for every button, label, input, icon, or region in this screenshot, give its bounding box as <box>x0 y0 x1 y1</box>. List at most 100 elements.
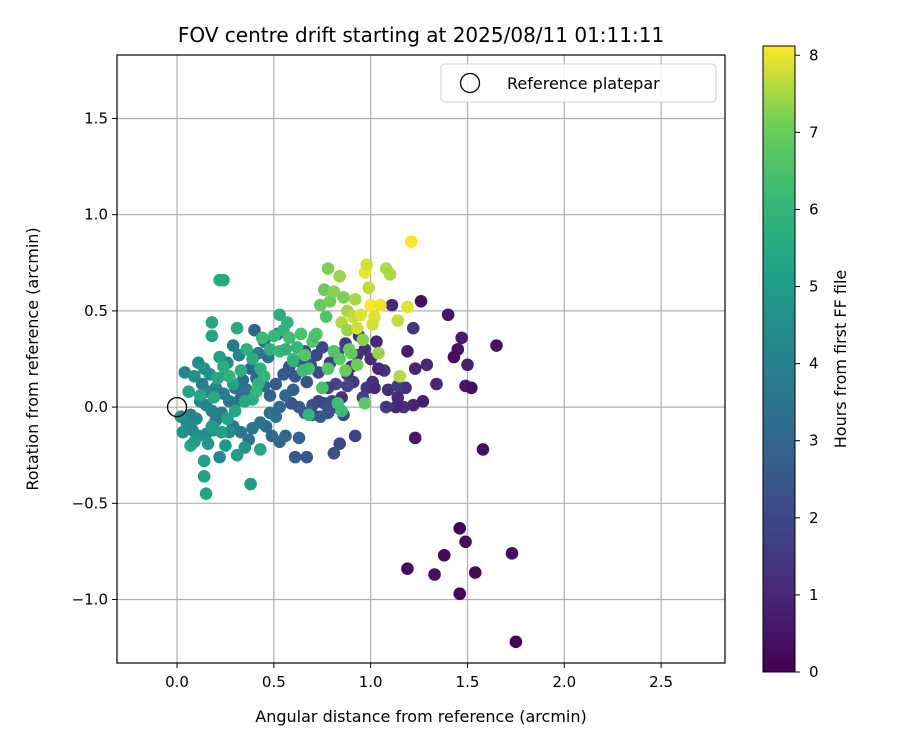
scatter-point <box>286 354 300 368</box>
scatter-point <box>223 370 236 383</box>
x-tick-label: 2.5 <box>649 673 673 691</box>
scatter-point <box>356 333 370 347</box>
colorbar-tick-label: 6 <box>809 200 819 218</box>
scatter-point <box>182 385 195 399</box>
scatter-point <box>215 425 228 439</box>
scatter-point <box>374 298 387 312</box>
scatter-point <box>312 366 325 379</box>
colorbar: 0 1 2 3 4 5 6 7 8 Hours from first FF file <box>762 45 850 681</box>
scatter-point <box>333 269 346 283</box>
scatter-point <box>343 343 356 356</box>
plot-frame <box>116 54 726 664</box>
scatter-point <box>279 343 292 356</box>
grid <box>117 55 725 663</box>
scatter-point <box>319 310 333 323</box>
scatter-point <box>416 395 430 408</box>
x-axis-label: Angular distance from reference (arcmin) <box>255 707 586 726</box>
scatter-point <box>468 566 482 579</box>
scatter-point <box>308 329 321 343</box>
scatter-point <box>296 364 310 377</box>
scatter-point <box>389 400 403 414</box>
legend: Reference platepar <box>440 63 717 103</box>
scatter-point <box>213 350 226 364</box>
scatter-point <box>306 398 319 412</box>
scatter-point <box>383 268 397 281</box>
colorbar-tick-label: 8 <box>809 46 819 64</box>
scatter-point <box>226 339 240 352</box>
y-tick-label: 0.5 <box>84 302 108 320</box>
colorbar-tick-label: 1 <box>809 586 819 604</box>
scatter-point <box>401 562 414 576</box>
scatter-point <box>406 398 420 412</box>
scatter-point <box>207 391 221 404</box>
scatter-point <box>281 316 294 329</box>
scatter-point <box>461 358 474 372</box>
scatter-point <box>273 400 286 414</box>
scatter-point <box>234 364 248 377</box>
scatter-point <box>372 346 385 360</box>
scatter-point <box>217 360 230 373</box>
scatter-point <box>379 400 393 414</box>
scatter-point <box>279 389 292 402</box>
scatter-point <box>250 385 263 399</box>
scatter-point <box>490 339 503 352</box>
scatter-point <box>294 327 308 341</box>
scatter-point <box>213 450 226 464</box>
scatter-point <box>317 283 331 297</box>
colorbar-tick-label: 5 <box>809 278 819 296</box>
scatter-point <box>453 522 467 535</box>
scatter-point <box>335 404 348 418</box>
legend-label: Reference platepar <box>507 74 660 93</box>
scatter-point <box>428 568 441 581</box>
scatter-point <box>358 396 372 410</box>
scatter-point <box>323 294 337 308</box>
scatter-point <box>288 450 302 464</box>
scatter-point <box>201 437 215 450</box>
scatter-point <box>238 395 252 408</box>
scatter-point <box>430 377 443 391</box>
scatter-point <box>248 323 261 337</box>
scatter-point <box>298 348 312 362</box>
scatter-point <box>348 429 362 443</box>
scatter-point <box>370 335 383 348</box>
scatter-point <box>362 281 376 295</box>
colorbar-gradient <box>762 45 796 673</box>
scatter-point <box>265 429 279 443</box>
legend-marker <box>459 72 481 94</box>
legend-box <box>440 63 717 103</box>
scatter-point <box>406 321 420 335</box>
scatter-point <box>236 373 250 387</box>
scatter-point <box>327 285 341 298</box>
scatter-point <box>420 358 434 372</box>
colorbar-tick-label: 0 <box>809 663 819 681</box>
scatter-point <box>401 300 414 314</box>
scatter-point <box>199 487 213 500</box>
x-tick-label: 0.5 <box>262 673 286 691</box>
scatter-point <box>391 314 405 327</box>
scatter-point <box>178 366 192 379</box>
scatter-point <box>211 371 224 385</box>
scatter-point <box>193 389 207 402</box>
scatter-point <box>391 379 405 393</box>
scatter-point <box>315 381 329 395</box>
scatter-point <box>505 547 519 560</box>
y-axis-label: Rotation from reference (arcmin) <box>23 227 42 490</box>
scatter-point <box>188 435 201 449</box>
scatter-point <box>321 262 335 275</box>
scatter-point <box>327 446 341 460</box>
y-tick-label: 1.5 <box>84 109 108 127</box>
scatter-point <box>465 381 478 395</box>
scatter-point <box>197 454 211 468</box>
scatter-point <box>350 321 364 335</box>
scatter-point <box>240 343 254 356</box>
scatter-point <box>240 383 254 397</box>
scatter-point <box>408 431 422 445</box>
scatter-point <box>217 273 230 287</box>
scatter-point <box>327 345 341 358</box>
scatter-point <box>391 391 405 404</box>
colorbar-ticks: 0 1 2 3 4 5 6 7 8 <box>795 46 819 681</box>
scatter-point <box>263 389 277 402</box>
x-tick-label: 0.0 <box>165 673 189 691</box>
colorbar-tick-label: 7 <box>809 123 819 141</box>
